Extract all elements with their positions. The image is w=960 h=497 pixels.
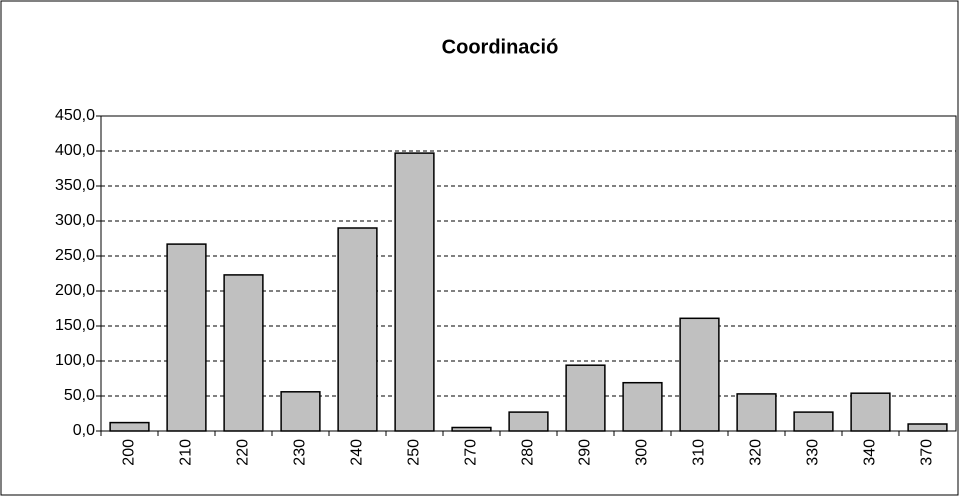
x-tick-label: 370 [919, 439, 936, 466]
bar [508, 411, 549, 432]
x-tick-label: 330 [805, 439, 822, 466]
x-tick-label: 200 [121, 439, 138, 466]
x-tick-label: 310 [691, 439, 708, 466]
x-tick-label: 220 [235, 439, 252, 466]
x-tick-label: 340 [862, 439, 879, 466]
x-tick-label: 210 [178, 439, 195, 466]
bar [907, 423, 948, 432]
x-tick-label: 320 [748, 439, 765, 466]
y-tick-label: 50,0 [64, 387, 95, 404]
y-tick-label: 200,0 [55, 282, 95, 299]
y-tick-label: 0,0 [73, 422, 95, 439]
bar [679, 317, 720, 432]
bar [394, 152, 435, 432]
y-tick-label: 350,0 [55, 177, 95, 194]
y-tick-label: 150,0 [55, 317, 95, 334]
y-tick-label: 300,0 [55, 212, 95, 229]
bar [280, 391, 321, 432]
y-tick-label: 400,0 [55, 142, 95, 159]
bar [223, 274, 264, 432]
x-tick-label: 230 [292, 439, 309, 466]
x-tick-label: 270 [463, 439, 480, 466]
bar [793, 411, 834, 432]
y-tick-label: 100,0 [55, 352, 95, 369]
x-tick-label: 300 [634, 439, 651, 466]
bar [166, 243, 207, 432]
x-tick-label: 250 [406, 439, 423, 466]
x-tick-label: 240 [349, 439, 366, 466]
y-tick-label: 450,0 [55, 107, 95, 124]
bar [565, 364, 606, 432]
bar [109, 421, 150, 432]
x-tick-label: 290 [577, 439, 594, 466]
bar [850, 392, 891, 432]
y-tick-label: 250,0 [55, 247, 95, 264]
bar [736, 393, 777, 432]
chart-title: Coordinació [442, 36, 559, 58]
bar [337, 227, 378, 432]
bar [622, 381, 663, 432]
x-tick-label: 280 [520, 439, 537, 466]
bar [451, 426, 492, 432]
